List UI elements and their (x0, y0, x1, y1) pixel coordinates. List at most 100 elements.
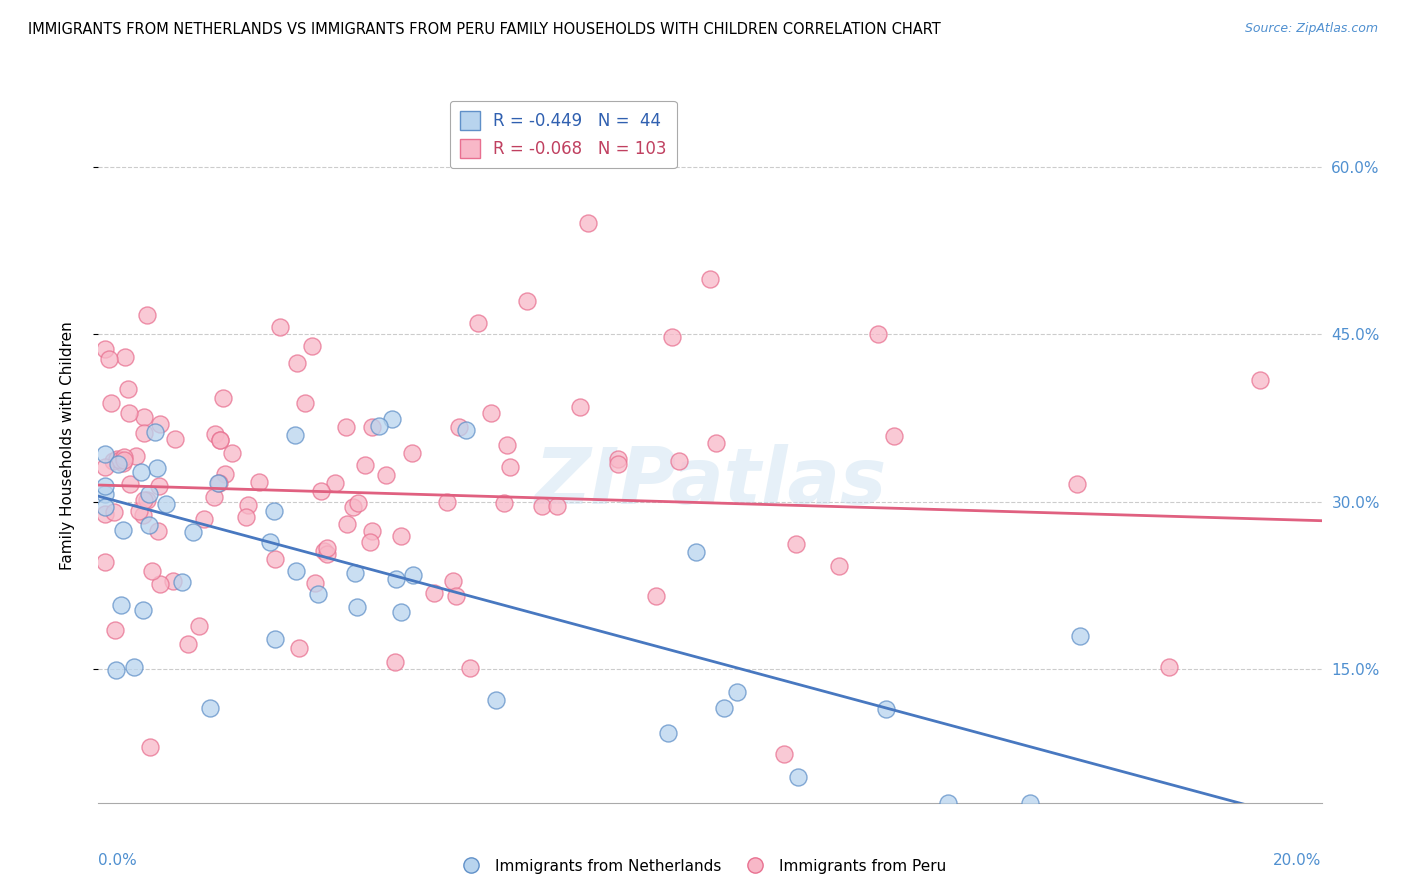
Point (685, 545, 707, 559)
Point (94, 507, 117, 521)
Point (713, 701, 735, 715)
Point (146, 524, 169, 539)
Point (936, 796, 959, 810)
Point (93, 342, 115, 356)
Point (785, 537, 807, 551)
Point (100, 396, 122, 410)
Point (149, 577, 172, 591)
Point (436, 495, 458, 509)
Point (516, 293, 538, 308)
Point (316, 541, 339, 555)
Point (657, 725, 679, 739)
Point (1066, 476, 1088, 491)
Legend: R = -0.449   N =  44, R = -0.068   N = 103: R = -0.449 N = 44, R = -0.068 N = 103 (450, 101, 676, 168)
Point (162, 574, 184, 588)
Point (498, 459, 520, 474)
Point (284, 564, 307, 578)
Point (134, 410, 156, 425)
Point (668, 454, 690, 468)
Point (875, 702, 897, 716)
Point (93, 479, 115, 493)
Point (112, 453, 135, 467)
Point (138, 487, 160, 501)
Point (314, 544, 336, 558)
Text: IMMIGRANTS FROM NETHERLANDS VS IMMIGRANTS FROM PERU FAMILY HOUSEHOLDS WITH CHILD: IMMIGRANTS FROM NETHERLANDS VS IMMIGRANT… (28, 22, 941, 37)
Point (103, 505, 125, 519)
Point (263, 504, 285, 518)
Point (143, 425, 166, 440)
Point (198, 700, 221, 714)
Point (828, 558, 851, 573)
Point (661, 329, 683, 343)
Point (402, 568, 425, 582)
Point (221, 446, 243, 460)
Point (354, 458, 377, 473)
Point (485, 692, 508, 706)
Point (128, 504, 150, 518)
Point (108, 453, 131, 467)
Point (117, 382, 139, 396)
Point (458, 661, 481, 675)
Point (208, 433, 231, 447)
Point (308, 587, 330, 601)
Point (343, 566, 366, 580)
Point (389, 605, 412, 619)
Text: 0.0%: 0.0% (98, 853, 138, 868)
Point (467, 316, 489, 330)
Point (247, 475, 270, 490)
Point (699, 271, 721, 285)
Point (359, 535, 381, 549)
Point (1069, 629, 1091, 643)
Point (207, 476, 229, 491)
Point (304, 576, 326, 591)
Point (111, 456, 134, 470)
Point (236, 498, 259, 512)
Text: 20.0%: 20.0% (1274, 853, 1322, 868)
Point (1249, 373, 1271, 387)
Text: Source: ZipAtlas.com: Source: ZipAtlas.com (1244, 22, 1378, 36)
Point (202, 490, 225, 504)
Point (136, 308, 159, 322)
Point (146, 461, 169, 475)
Point (288, 641, 311, 656)
Point (93, 487, 115, 501)
Point (868, 326, 890, 341)
Point (209, 433, 232, 447)
Point (607, 451, 630, 466)
Point (93, 555, 115, 569)
Point (211, 392, 233, 406)
Point (193, 512, 215, 526)
Point (285, 356, 308, 370)
Point (447, 420, 470, 434)
Point (204, 426, 226, 441)
Point (259, 535, 281, 549)
Point (118, 406, 141, 420)
Point (384, 655, 406, 669)
Point (309, 484, 332, 499)
Point (132, 426, 155, 441)
Point (360, 419, 382, 434)
Point (342, 500, 364, 515)
Point (301, 338, 323, 352)
Point (495, 438, 517, 452)
Point (381, 411, 404, 425)
Point (704, 436, 727, 450)
Point (361, 524, 384, 538)
Point (134, 493, 156, 508)
Point (1018, 796, 1040, 810)
Point (122, 660, 145, 674)
Point (367, 418, 389, 433)
Point (385, 572, 408, 586)
Point (294, 396, 316, 410)
Point (576, 216, 599, 230)
Point (389, 529, 412, 543)
Point (786, 770, 808, 784)
Point (165, 432, 187, 446)
Point (129, 465, 152, 479)
Point (125, 449, 148, 463)
Point (531, 499, 554, 513)
Point (423, 586, 446, 600)
Legend: Immigrants from Netherlands, Immigrants from Peru: Immigrants from Netherlands, Immigrants … (454, 853, 952, 880)
Point (141, 564, 163, 578)
Point (93, 500, 115, 515)
